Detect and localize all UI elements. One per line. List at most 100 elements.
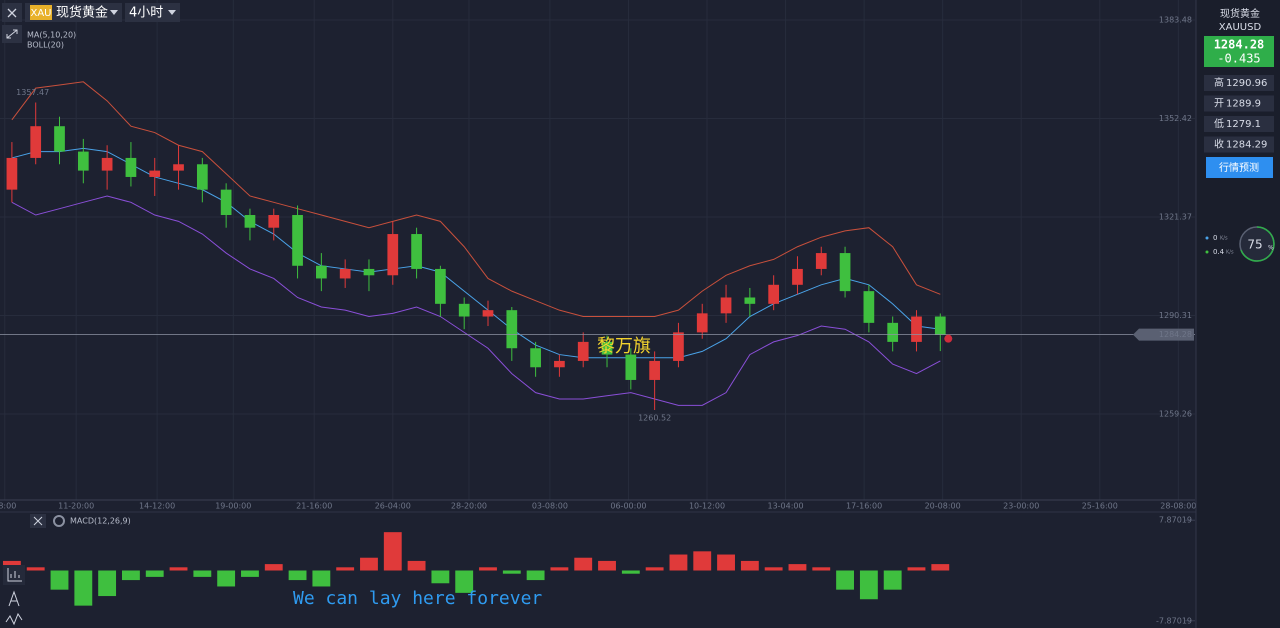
candle-body [887, 322, 899, 342]
draw-icon[interactable] [8, 590, 20, 607]
candle-body [101, 157, 113, 171]
speed-value: 0 [1213, 234, 1217, 242]
last-price-dot [944, 334, 953, 343]
macd-bar [621, 570, 640, 574]
macd-bar [98, 570, 117, 597]
dropdown-arrow [110, 10, 118, 15]
macd-bar [598, 560, 616, 571]
speed-value: 0.4 [1213, 248, 1225, 256]
x-tick-label: 20-08:00 [925, 502, 961, 511]
candle-body [220, 189, 232, 216]
macd-bar [360, 557, 378, 571]
price-chart: 08:00 11-20:00 14-12:00 19-00:00 21-16:00 26-… [0, 0, 1196, 511]
candle-body [911, 316, 922, 342]
macd-bar [526, 570, 545, 581]
period-select[interactable] [125, 3, 180, 22]
candle-body [339, 268, 351, 279]
y-tick-label: 1259.26 [1159, 410, 1192, 419]
x-tick-label: 03-08:00 [532, 502, 568, 511]
macd-bar [217, 570, 236, 587]
candle-body [435, 268, 446, 304]
x-tick-label: 14-12:00 [139, 502, 175, 511]
high-annotation: 1357.47 [16, 88, 49, 97]
macd-bar [264, 564, 283, 571]
gauge-arc [1240, 226, 1275, 262]
candle-body [54, 126, 65, 152]
macd-bar [645, 567, 664, 571]
sidebar-code: XAUUSD [1219, 22, 1262, 33]
settings-icon[interactable] [53, 515, 65, 527]
symbol-name: 现货黄金 [56, 5, 108, 21]
tool-button[interactable] [3, 565, 25, 585]
macd-bar [883, 570, 902, 590]
quote-label: 收 [1214, 138, 1224, 151]
badge-text: XAU [30, 8, 51, 19]
quote-value: 1290.96 [1226, 78, 1267, 89]
candle-body [6, 157, 18, 190]
quote-label: 开 [1214, 99, 1224, 110]
forecast-button[interactable] [1206, 157, 1273, 178]
x-tick-label: 23-00:00 [1003, 502, 1039, 511]
x-tick-label: 06-00:00 [610, 502, 646, 511]
speed-dot [1205, 250, 1209, 254]
macd-bar [574, 557, 593, 571]
macd-bar [50, 570, 69, 590]
wave-icon[interactable] [5, 612, 23, 626]
candle-body [363, 268, 375, 276]
macd-bar [336, 567, 355, 571]
macd-bar [931, 564, 950, 571]
sidebar [1196, 0, 1280, 628]
y-tick-label: 1321.37 [1159, 213, 1192, 222]
x-tick-label: 08:00 [0, 502, 16, 511]
quote-row [1204, 75, 1274, 91]
candle-body [173, 164, 184, 171]
price-box [1204, 36, 1274, 67]
macd-bar [907, 567, 926, 571]
candle-body [601, 341, 613, 355]
gauge-unit: % [1268, 245, 1274, 252]
close-icon [33, 516, 43, 526]
macd-bar [241, 570, 259, 577]
macd-bar [859, 570, 878, 600]
candle-body [387, 234, 399, 276]
candle-body [792, 268, 803, 285]
candle-body [649, 360, 660, 380]
quote-row [1204, 95, 1274, 112]
candle-body [720, 297, 732, 314]
quote-value: 1284.29 [1226, 140, 1267, 151]
candle-body [196, 164, 208, 190]
macd-bar [26, 567, 45, 571]
macd-bar [169, 567, 188, 571]
speed-list: 0 K/s0.4 K/s [1205, 234, 1234, 256]
candle-body [149, 170, 161, 177]
x-tick-label: 28-20:00 [451, 502, 487, 511]
x-tick-label: 28-08:00 [1160, 502, 1196, 511]
macd-bar [550, 567, 569, 571]
x-tick-label: 11-20:00 [58, 502, 94, 511]
candle-body [530, 348, 541, 368]
macd-bar [740, 560, 759, 571]
candle-body [673, 332, 684, 361]
close-icon [7, 8, 17, 18]
quote-label: 低 [1214, 117, 1224, 130]
candle-body [863, 291, 875, 323]
macd-bar [383, 532, 402, 571]
price-change: -0.435 [1217, 52, 1260, 66]
candle-body [482, 310, 494, 317]
ma-label: MA(5,10,20) [27, 31, 76, 40]
speed-dot [1205, 236, 1209, 240]
macd-label: MACD(12,26,9) [70, 517, 131, 526]
low-annotation: 1260.52 [638, 414, 671, 423]
candle-body [506, 310, 518, 349]
candle-body [934, 316, 946, 335]
indicator-line [11, 195, 941, 406]
x-tick-label: 13-04:00 [767, 502, 803, 511]
x-tick-label: 17-16:00 [846, 502, 882, 511]
quote-label: 高 [1214, 76, 1224, 89]
quote-value: 1279.1 [1226, 119, 1261, 130]
chart-icon [7, 568, 22, 582]
candle-body [554, 360, 565, 368]
candle-body [744, 297, 756, 304]
candle-body [30, 126, 42, 158]
